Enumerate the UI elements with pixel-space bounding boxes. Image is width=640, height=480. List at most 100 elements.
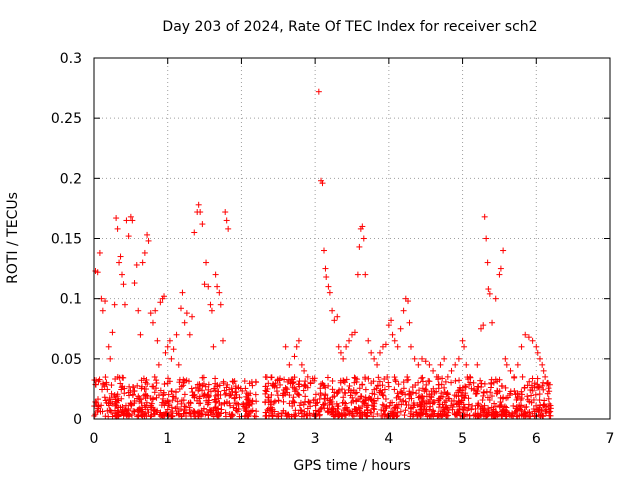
data-point — [311, 375, 318, 382]
data-point — [262, 374, 269, 381]
data-point — [153, 379, 160, 386]
data-point — [237, 385, 244, 392]
data-point — [205, 283, 212, 290]
data-point — [217, 301, 224, 308]
x-tick-label: 2 — [237, 431, 246, 447]
data-point — [203, 259, 210, 266]
data-point — [488, 404, 495, 411]
data-point — [461, 343, 468, 350]
data-point — [253, 408, 260, 415]
data-point — [223, 384, 230, 391]
data-point — [92, 398, 99, 405]
data-point — [544, 379, 551, 386]
data-point — [494, 389, 501, 396]
data-point — [458, 397, 465, 404]
data-point — [400, 385, 407, 392]
data-point — [102, 413, 109, 420]
data-point — [216, 289, 223, 296]
data-point — [448, 402, 455, 409]
data-point — [466, 381, 473, 388]
data-point — [381, 386, 388, 393]
data-point — [221, 387, 228, 394]
data-point — [307, 380, 314, 387]
data-point — [298, 361, 305, 368]
data-point — [329, 307, 336, 314]
data-point — [201, 281, 208, 288]
data-point — [284, 386, 291, 393]
data-point — [534, 349, 541, 356]
data-point — [380, 392, 387, 399]
data-point — [102, 298, 109, 305]
data-point — [301, 382, 308, 389]
data-point — [441, 399, 448, 406]
data-point — [400, 397, 407, 404]
data-point — [127, 400, 134, 407]
data-point — [491, 410, 498, 417]
data-point — [107, 355, 114, 362]
data-point — [329, 377, 336, 384]
data-point — [484, 411, 491, 418]
data-point — [292, 407, 299, 414]
data-point — [392, 376, 399, 383]
plot-frame — [93, 57, 611, 420]
data-point — [96, 376, 103, 383]
data-point — [239, 401, 246, 408]
data-point — [514, 361, 521, 368]
data-point — [325, 283, 332, 290]
data-point — [355, 396, 362, 403]
data-point — [419, 378, 426, 385]
data-point — [252, 391, 259, 398]
data-point — [128, 401, 135, 408]
data-point — [286, 361, 293, 368]
data-point — [540, 386, 547, 393]
data-point — [151, 373, 158, 380]
data-point — [523, 411, 530, 418]
data-point — [271, 383, 278, 390]
data-point — [415, 361, 422, 368]
data-point — [478, 325, 484, 332]
data-point — [316, 395, 323, 402]
data-point — [335, 343, 342, 350]
data-point — [524, 396, 531, 403]
data-point — [145, 237, 152, 244]
data-point — [383, 403, 390, 410]
data-point — [315, 408, 322, 415]
data-point — [270, 382, 277, 389]
data-point — [407, 391, 414, 398]
x-tick-label: 6 — [532, 431, 541, 447]
data-point — [423, 381, 430, 388]
data-point — [540, 402, 547, 409]
data-point — [265, 397, 272, 404]
x-tick-label: 4 — [384, 431, 393, 447]
data-point — [522, 410, 529, 417]
data-point — [379, 401, 386, 408]
data-point — [212, 399, 219, 406]
data-point — [452, 361, 459, 368]
data-point — [200, 405, 207, 412]
data-point — [183, 413, 190, 420]
data-point — [99, 408, 106, 415]
data-point — [154, 337, 161, 344]
data-point — [199, 221, 206, 228]
data-point — [274, 392, 281, 399]
data-point — [174, 404, 181, 411]
data-point — [99, 386, 106, 393]
data-point — [528, 392, 535, 399]
data-point — [469, 402, 476, 409]
data-point — [438, 390, 445, 397]
data-point — [418, 392, 425, 399]
data-point — [251, 413, 258, 420]
data-point — [263, 409, 270, 416]
data-point — [133, 261, 140, 268]
data-point — [355, 404, 362, 411]
data-point — [543, 406, 550, 413]
data-point — [222, 413, 229, 420]
data-point — [540, 413, 547, 420]
data-point — [490, 379, 497, 386]
data-point — [328, 406, 335, 413]
data-point — [359, 381, 366, 388]
data-point — [427, 403, 434, 410]
data-point — [436, 395, 443, 402]
data-point — [510, 413, 517, 420]
data-point — [148, 412, 155, 419]
